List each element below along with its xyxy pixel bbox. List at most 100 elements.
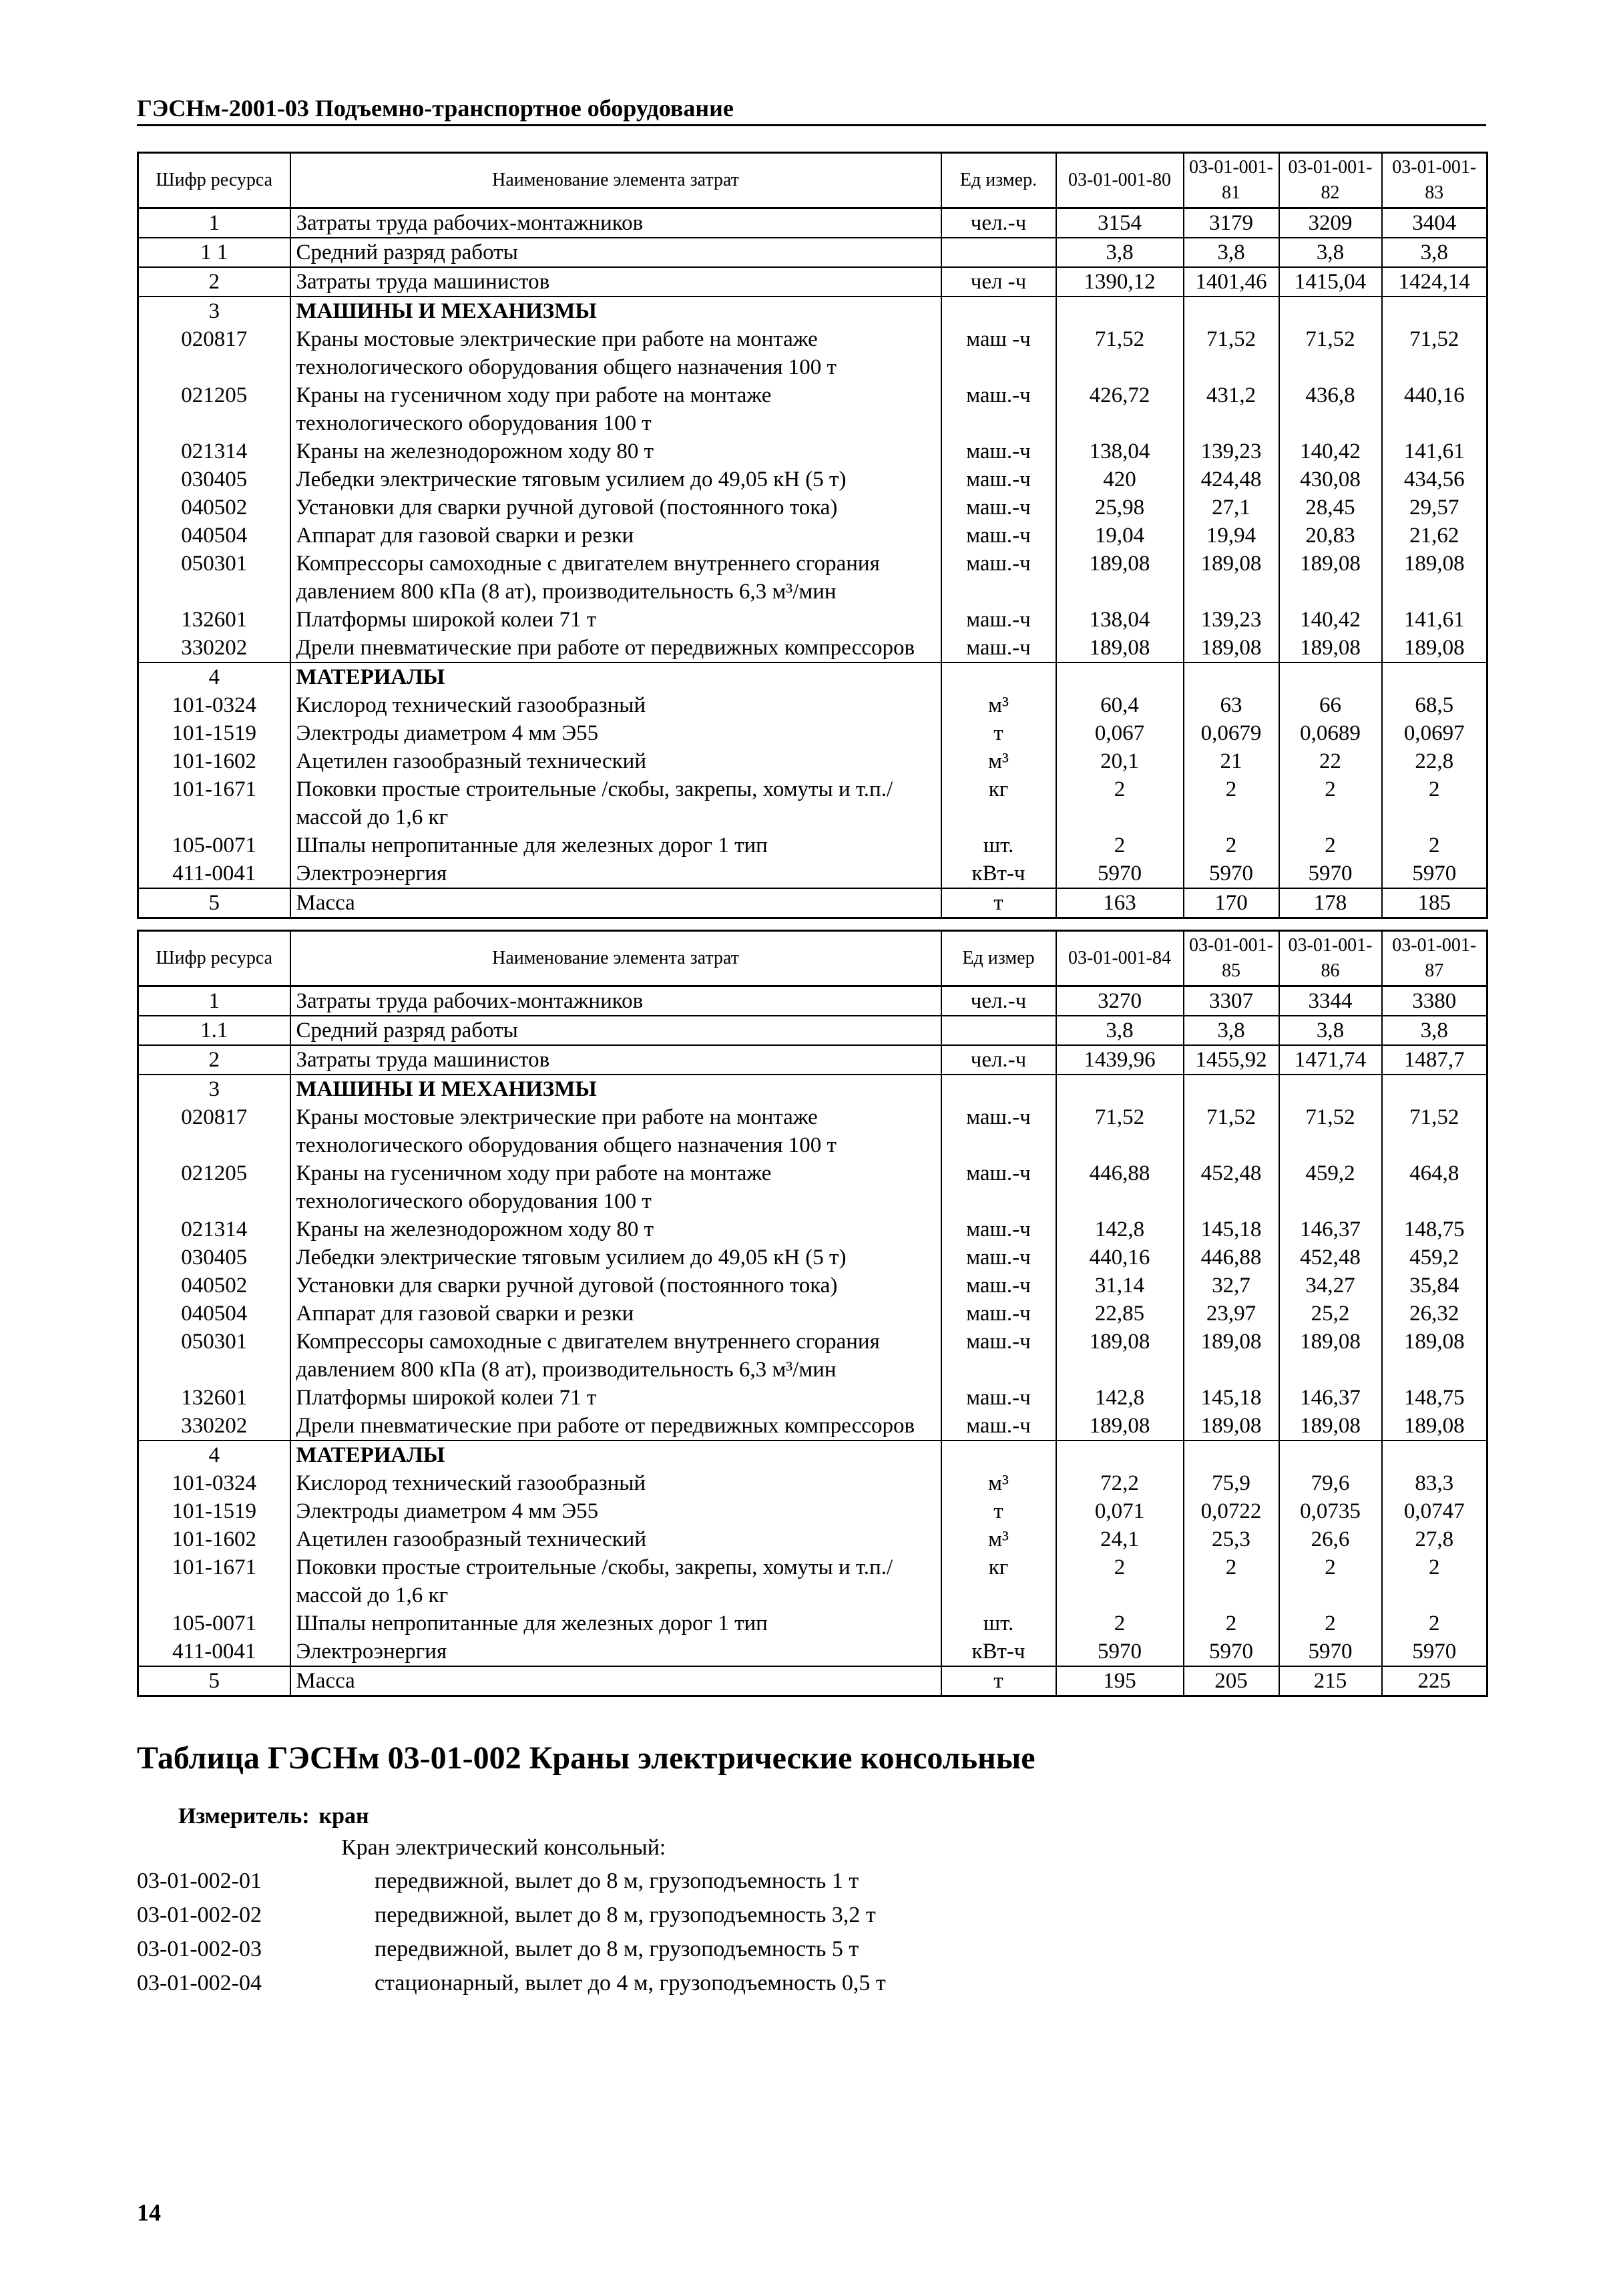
value-cell: 21,62 (1381, 522, 1488, 550)
row: 4 МАТЕРИАЛЫ (137, 1440, 1488, 1469)
item-text: передвижной, вылет до 8 м, грузоподъемно… (375, 1903, 876, 1927)
name-cell: Краны на железнодорожном ходу 80 т (289, 1215, 942, 1243)
value-cell: 25,98 (1055, 494, 1184, 522)
row: 021314 Краны на железнодорожном ходу 80 т… (137, 437, 1488, 465)
value-cell (1278, 1440, 1383, 1469)
value-cell: 142,8 (1055, 1215, 1184, 1243)
value-cell: 189,08 (1182, 550, 1280, 606)
value-cell: 2 (1381, 1553, 1488, 1609)
value-cell: 2 (1182, 1553, 1280, 1609)
code-cell: 101-1602 (137, 1525, 291, 1553)
name-cell: Краны мостовые электрические при работе … (289, 1103, 942, 1159)
value-cell: 5970 (1055, 1638, 1184, 1666)
value-cell: 1401,46 (1182, 266, 1280, 297)
code-cell: 2 (137, 1044, 291, 1075)
value-cell: 0,067 (1055, 719, 1184, 747)
code-cell: 021314 (137, 1215, 291, 1243)
unit-cell: маш.-ч (940, 1412, 1057, 1441)
code-cell: 4 (137, 1440, 291, 1469)
value-cell: 446,88 (1182, 1243, 1280, 1272)
code-cell: 3 (137, 1074, 291, 1103)
value-cell: 19,04 (1055, 522, 1184, 550)
value-cell: 34,27 (1278, 1272, 1383, 1300)
code-cell: 021205 (137, 1159, 291, 1215)
row: 3 МАШИНЫ И МЕХАНИЗМЫ (137, 1074, 1488, 1103)
value-cell (1182, 1074, 1280, 1103)
value-cell: 25,2 (1278, 1300, 1383, 1328)
value-cell: 71,52 (1381, 325, 1488, 381)
value-cell: 28,45 (1278, 494, 1383, 522)
value-cell: 2 (1381, 831, 1488, 859)
value-cell: 142,8 (1055, 1384, 1184, 1412)
unit-cell: маш.-ч (940, 494, 1057, 522)
code-cell: 1.1 (137, 1015, 291, 1045)
unit-cell: чел.-ч (940, 1044, 1057, 1075)
value-cell: 146,37 (1278, 1215, 1383, 1243)
value-cell: 71,52 (1182, 325, 1280, 381)
code-cell: 101-1671 (137, 775, 291, 831)
value-cell: 79,6 (1278, 1469, 1383, 1497)
name-cell: Компрессоры самоходные с двигателем внут… (289, 550, 942, 606)
name-cell: МАТЕРИАЛЫ (289, 662, 942, 691)
value-cell: 2 (1055, 775, 1184, 831)
code-cell: 040504 (137, 522, 291, 550)
header-cell: 03-01-001-83 (1381, 152, 1488, 209)
item: 03-01-002-03 передвижной, вылет до 8 м, г… (137, 1932, 1486, 1966)
unit-cell (940, 1440, 1057, 1469)
row: 101-1671 Поковки простые строительные /ск… (137, 775, 1488, 831)
name-cell: Краны на гусеничном ходу при работе на м… (289, 1159, 942, 1215)
name-cell: Платформы широкой колеи 71 т (289, 606, 942, 634)
header-cell: 03-01-001-81 (1182, 152, 1280, 209)
value-cell: 23,97 (1182, 1300, 1280, 1328)
value-cell: 225 (1381, 1666, 1488, 1696)
value-cell: 420 (1055, 465, 1184, 494)
value-cell: 459,2 (1381, 1243, 1488, 1272)
name-cell: Компрессоры самоходные с двигателем внут… (289, 1328, 942, 1384)
value-cell: 25,3 (1182, 1525, 1280, 1553)
row: 101-0324 Кислород технический газообразны… (137, 1469, 1488, 1497)
value-cell: 71,52 (1182, 1103, 1280, 1159)
value-cell: 35,84 (1381, 1272, 1488, 1300)
value-cell: 189,08 (1182, 1412, 1280, 1441)
value-cell: 138,04 (1055, 606, 1184, 634)
cost-table: Шифр ресурса Наименование элемента затрат… (137, 152, 1488, 919)
value-cell: 146,37 (1278, 1384, 1383, 1412)
value-cell (1381, 296, 1488, 325)
value-cell: 20,83 (1278, 522, 1383, 550)
row: 101-1519 Электроды диаметром 4 мм Э55 т 0,0… (137, 1497, 1488, 1525)
name-cell: Затраты труда рабочих-монтажников (289, 207, 942, 238)
row: 1 Затраты труда рабочих-монтажников чел.-ч… (137, 985, 1488, 1016)
item-code: 03-01-002-02 (137, 1903, 262, 1927)
header-cell: 03-01-001-82 (1278, 152, 1383, 209)
value-cell: 2 (1055, 831, 1184, 859)
name-cell: Установки для сварки ручной дуговой (пос… (289, 1272, 942, 1300)
value-cell: 189,08 (1055, 550, 1184, 606)
value-cell: 22 (1278, 747, 1383, 775)
value-cell (1182, 662, 1280, 691)
value-cell: 5970 (1278, 859, 1383, 888)
name-cell: Поковки простые строительные /скобы, зак… (289, 775, 942, 831)
value-cell: 63 (1182, 691, 1280, 719)
value-cell: 1390,12 (1055, 266, 1184, 297)
value-cell: 5970 (1182, 859, 1280, 888)
tables: Шифр ресурса Наименование элемента затрат… (137, 152, 1488, 1697)
value-cell (1182, 1440, 1280, 1469)
unit-cell: маш.-ч (940, 465, 1057, 494)
running-header: ГЭСНм-2001-03 Подъемно-транспортное обор… (137, 93, 1486, 126)
code-cell: 105-0071 (137, 831, 291, 859)
row: 040502 Установки для сварки ручной дугово… (137, 1272, 1488, 1300)
value-cell: 145,18 (1182, 1384, 1280, 1412)
value-cell: 27,1 (1182, 494, 1280, 522)
value-cell: 215 (1278, 1666, 1383, 1696)
value-cell: 71,52 (1055, 1103, 1184, 1159)
value-cell: 189,08 (1182, 1328, 1280, 1384)
value-cell (1055, 662, 1184, 691)
unit-cell: маш.-ч (940, 522, 1057, 550)
value-cell: 178 (1278, 888, 1383, 918)
name-cell: Краны на железнодорожном ходу 80 т (289, 437, 942, 465)
header-cell: Шифр ресурса (137, 930, 291, 987)
code-cell: 020817 (137, 1103, 291, 1159)
row: 020817 Краны мостовые электрические при р… (137, 1103, 1488, 1159)
value-cell (1381, 1074, 1488, 1103)
value-cell: 27,8 (1381, 1525, 1488, 1553)
